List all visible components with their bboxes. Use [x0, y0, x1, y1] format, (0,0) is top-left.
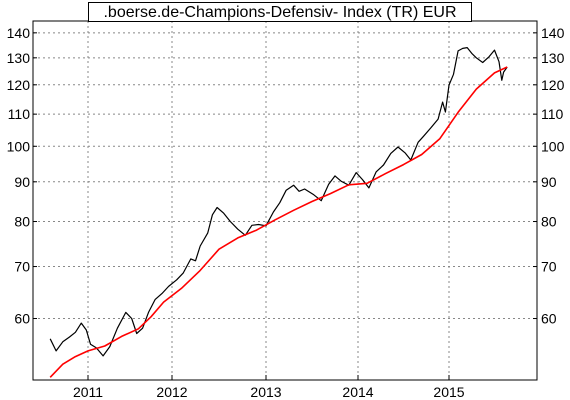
y-tick-label-right: 100 — [541, 138, 565, 154]
y-tick-label-right: 140 — [541, 25, 565, 41]
y-tick-labels-right: 60 70 80 90 100 110 120 130 140 — [541, 25, 565, 327]
y-tick-label-right: 130 — [541, 50, 565, 66]
series-lines — [49, 46, 508, 378]
x-tick-label: 2014 — [342, 384, 373, 400]
y-tick-label-left: 140 — [7, 25, 31, 41]
y-tick-label-left: 80 — [14, 214, 30, 230]
y-tick-label-left: 120 — [7, 77, 31, 93]
index-price-line — [49, 46, 508, 357]
y-tick-label-right: 110 — [541, 106, 564, 122]
y-tick-label-right: 90 — [541, 174, 557, 190]
y-tick-label-left: 110 — [8, 106, 31, 122]
x-tick-label: 2013 — [250, 384, 281, 400]
moving-average-line — [49, 66, 508, 378]
x-tick-label: 2011 — [73, 384, 103, 400]
y-tick-labels-left: 60 70 80 90 100 110 120 130 140 — [7, 25, 31, 327]
grid — [33, 21, 537, 380]
y-tick-label-right: 70 — [541, 259, 557, 275]
y-tick-label-right: 120 — [541, 77, 565, 93]
y-tick-label-left: 70 — [14, 259, 30, 275]
y-tick-label-right: 80 — [541, 214, 557, 230]
y-tick-label-left: 60 — [14, 311, 30, 327]
y-tick-label-left: 130 — [7, 50, 31, 66]
y-tick-label-left: 100 — [7, 138, 31, 154]
x-tick-label: 2012 — [156, 384, 187, 400]
y-tick-label-right: 60 — [541, 311, 557, 327]
x-tick-label: 2015 — [433, 384, 464, 400]
x-tick-labels: 2011 2012 2013 2014 2015 — [73, 384, 465, 400]
chart-title: .boerse.de-Champions-Defensiv- Index (TR… — [88, 2, 472, 22]
y-tick-label-left: 90 — [14, 174, 30, 190]
plot-frame — [32, 20, 538, 381]
